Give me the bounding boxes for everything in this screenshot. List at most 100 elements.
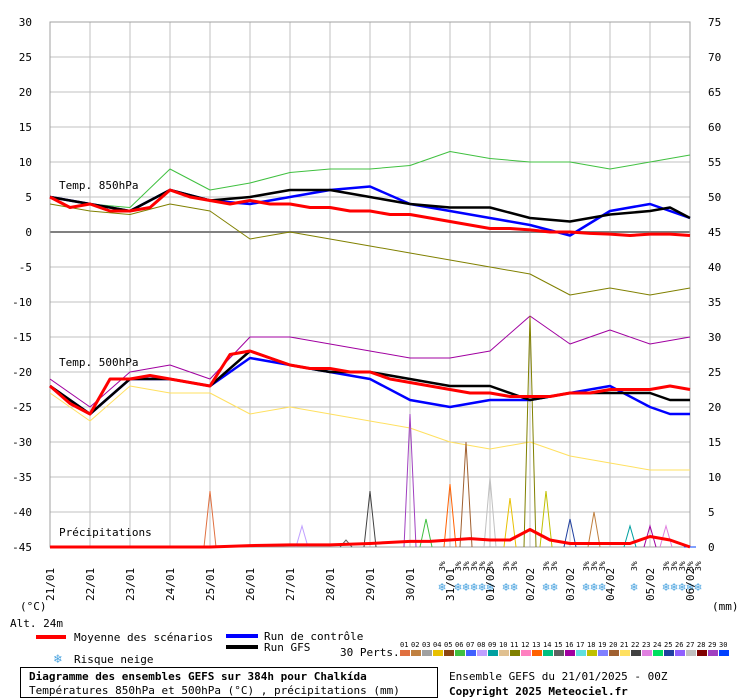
pert-color-swatch	[499, 650, 509, 656]
snow-flake-icon: ❄	[598, 580, 605, 594]
x-tick-label: 05/02	[644, 568, 657, 601]
precip-spike	[403, 413, 417, 548]
snow-percent-label: 3%	[542, 561, 551, 571]
left-tick-label: -15	[12, 331, 32, 344]
precip-spike	[643, 524, 657, 548]
right-tick-label: 70	[708, 51, 721, 64]
snow-percent-label: 3%	[670, 561, 679, 571]
series-line	[49, 315, 691, 408]
snow-flake-icon: ❄	[694, 580, 701, 594]
snow-percent-label: 3%	[686, 561, 695, 571]
x-tick-label: 23/01	[124, 568, 137, 601]
left-tick-label: 10	[19, 156, 32, 169]
right-tick-label: 40	[708, 261, 721, 274]
copyright: Copyright 2025 Meteociel.fr	[449, 685, 628, 698]
snow-flake-icon: ❄	[510, 580, 517, 594]
pert-color-swatch	[554, 650, 564, 656]
series-line	[50, 528, 691, 549]
left-tick-label: -20	[12, 366, 32, 379]
pert-color-swatch	[433, 650, 443, 656]
right-tick-label: 10	[708, 471, 721, 484]
pert-number-label: 03	[422, 641, 430, 649]
pert-color-swatch	[664, 650, 674, 656]
snow-percent-label: 3%	[502, 561, 511, 571]
left-unit-label: (°C)	[20, 600, 47, 613]
snow-percent-label: 3%	[478, 561, 487, 571]
pert-color-swatch	[411, 650, 421, 656]
pert-number-label: 17	[576, 641, 584, 649]
pert-number-label: 14	[543, 641, 551, 649]
left-tick-label: 15	[19, 121, 32, 134]
snow-percent-label: 3%	[470, 561, 479, 571]
snow-flake-icon: ❄	[582, 580, 589, 594]
precip-spike	[459, 441, 473, 548]
pert-number-label: 25	[664, 641, 672, 649]
left-tick-label: 20	[19, 86, 32, 99]
t500-section-label: Temp. 500hPa	[59, 356, 138, 369]
pert-number-label: 08	[477, 641, 485, 649]
snow-flake-icon: ❄	[670, 580, 677, 594]
snow-percent-label: 3%	[462, 561, 471, 571]
snow-percent-label: 3%	[438, 561, 447, 571]
x-tick-label: 06/02	[684, 568, 697, 601]
snow-percent-label: 3%	[678, 561, 687, 571]
perturbation-legend: 01 02 03 04 05 06 07 08 09 10 11 12 13 14 15 16 17 18 19 20…	[400, 641, 729, 656]
left-tick-label: -40	[12, 506, 32, 519]
run-info: Ensemble GEFS du 21/01/2025 - 00Z	[449, 670, 668, 683]
legend-snow-icon: ❄	[53, 652, 62, 667]
legend-control-label: Run de contrôle	[264, 630, 363, 643]
x-tick-label: 01/02	[484, 568, 497, 601]
left-tick-label: -25	[12, 401, 32, 414]
snow-percent-label: 3%	[486, 561, 495, 571]
pert-color-swatch	[565, 650, 575, 656]
pert-number-label: 11	[510, 641, 518, 649]
precip-spike	[203, 490, 217, 548]
left-tick-label: 25	[19, 51, 32, 64]
snow-percent-label: 3%	[598, 561, 607, 571]
snow-flake-icon: ❄	[590, 580, 597, 594]
snow-flake-icon: ❄	[454, 580, 461, 594]
x-tick-label: 21/01	[44, 568, 57, 601]
left-tick-label: 0	[25, 226, 32, 239]
pert-number-label: 23	[642, 641, 650, 649]
pert-color-swatch	[653, 650, 663, 656]
x-tick-label: 29/01	[364, 568, 377, 601]
pert-number-label: 28	[697, 641, 705, 649]
right-tick-label: 75	[708, 16, 721, 29]
pert-number-label: 27	[686, 641, 694, 649]
chart-subtitle: Températures 850hPa et 500hPa (°C) , pré…	[29, 684, 400, 697]
pert-number-label: 10	[499, 641, 507, 649]
legend-mean-label: Moyenne des scénarios	[74, 631, 213, 644]
pert-color-swatch	[543, 650, 553, 656]
x-tick-label: 22/01	[84, 568, 97, 601]
pert-color-swatch	[631, 650, 641, 656]
precip-spike	[419, 518, 433, 548]
snow-risk-markers: ❄3%❄3%❄3%❄3%❄3%❄3%❄3%❄3%❄3%❄3%❄3%❄3%❄3%❄…	[438, 561, 703, 594]
x-tick-label: 30/01	[404, 568, 417, 601]
pert-number-label: 24	[653, 641, 661, 649]
series-line	[49, 188, 691, 223]
snow-flake-icon: ❄	[502, 580, 509, 594]
title-box: Diagramme des ensembles GEFS sur 384h po…	[20, 667, 438, 698]
pert-color-swatch	[422, 650, 432, 656]
snow-percent-label: 3%	[454, 561, 463, 571]
snow-percent-label: 3%	[694, 561, 703, 571]
pert-number-label: 05	[444, 641, 452, 649]
pert-number-label: 15	[554, 641, 562, 649]
right-tick-label: 50	[708, 191, 721, 204]
snow-flake-icon: ❄	[662, 580, 669, 594]
precip-spike	[623, 524, 637, 548]
pert-number-label: 26	[675, 641, 683, 649]
snow-percent-label: 3%	[630, 561, 639, 571]
pert-color-swatch	[510, 650, 520, 656]
right-tick-label: 45	[708, 226, 721, 239]
pert-color-swatch	[708, 650, 718, 656]
x-tick-label: 03/02	[564, 568, 577, 601]
plot-frame	[49, 21, 691, 548]
pert-color-swatch	[444, 650, 454, 656]
x-tick-label: 26/01	[244, 568, 257, 601]
right-tick-label: 25	[708, 366, 721, 379]
precip-spike	[563, 518, 577, 548]
pert-number-label: 12	[521, 641, 529, 649]
